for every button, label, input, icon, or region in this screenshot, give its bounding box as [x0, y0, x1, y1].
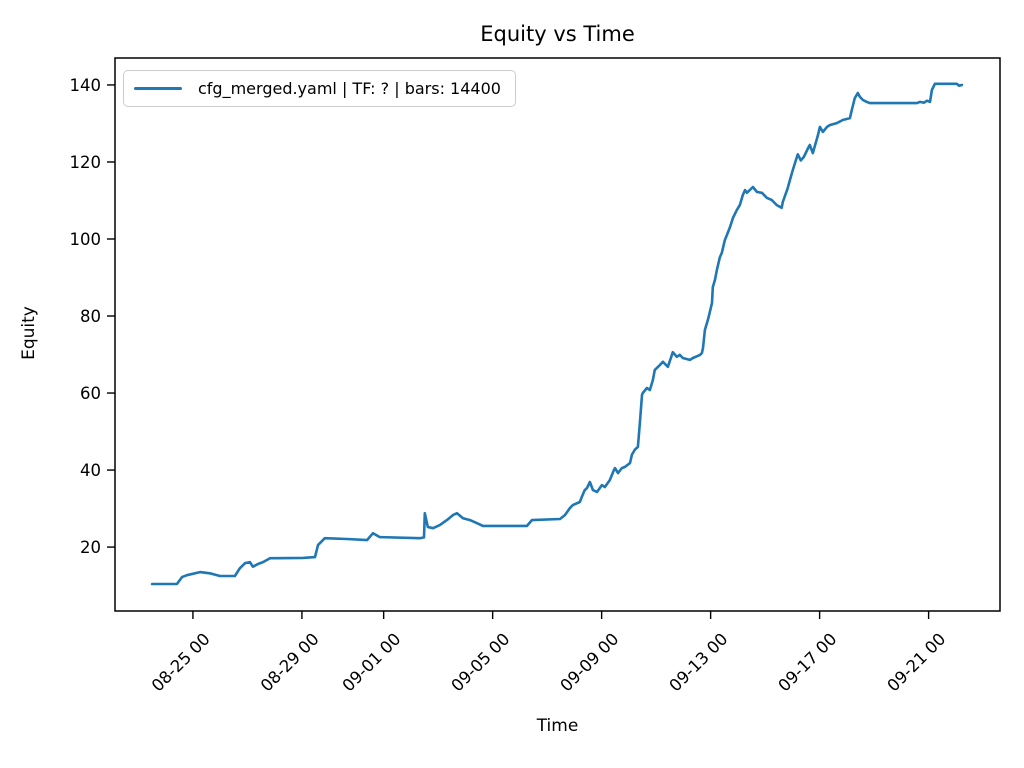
legend-line-swatch: [134, 87, 182, 90]
x-tick-label: 09-01 00: [339, 629, 405, 695]
equity-series-line: [150, 82, 964, 586]
y-tick-label: 100: [70, 230, 102, 249]
x-tick-label: 09-17 00: [775, 629, 841, 695]
x-tick-label: 08-25 00: [148, 629, 214, 695]
x-tick-label: 09-21 00: [884, 629, 950, 695]
legend: cfg_merged.yaml | TF: ? | bars: 14400: [123, 70, 516, 107]
y-tick-label: 80: [80, 307, 101, 326]
x-tick-label: 09-09 00: [557, 629, 623, 695]
y-tick-label: 20: [80, 538, 101, 557]
y-axis-title-text: Equity: [19, 306, 39, 360]
plot-border: [114, 57, 1001, 612]
legend-label: cfg_merged.yaml | TF: ? | bars: 14400: [198, 79, 501, 98]
x-tick-label: 08-29 00: [257, 629, 323, 695]
y-tick-label: 60: [80, 384, 101, 403]
chart-title: Equity vs Time: [480, 22, 635, 46]
y-tick-label: 140: [70, 76, 102, 95]
x-axis-title: Time: [536, 716, 579, 736]
x-tick-label: 09-13 00: [666, 629, 732, 695]
y-tick-label: 120: [70, 153, 102, 172]
y-tick-label: 40: [80, 461, 101, 480]
x-tick-label: 09-05 00: [448, 629, 514, 695]
